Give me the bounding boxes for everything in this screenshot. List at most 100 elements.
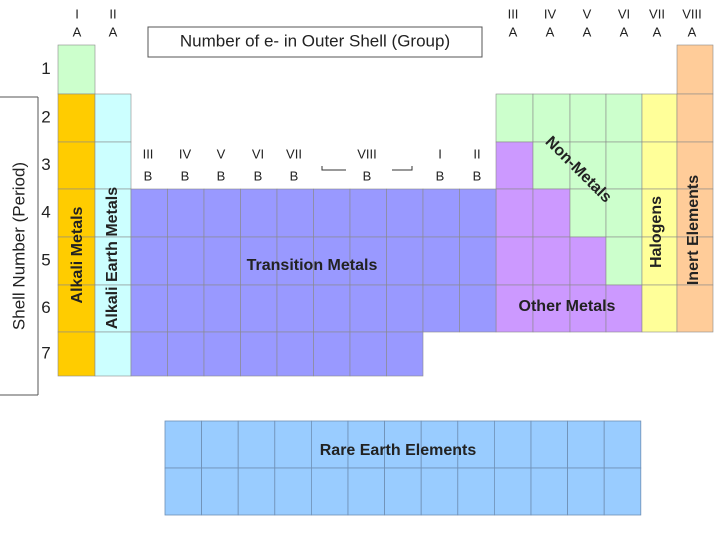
- cell: [641, 93, 678, 143]
- group-letter: B: [181, 168, 190, 183]
- period-number: 6: [41, 298, 50, 317]
- cell: [167, 284, 205, 333]
- cell: [530, 420, 568, 469]
- group-letter: A: [583, 24, 592, 39]
- cell: [530, 467, 568, 516]
- cell: [237, 467, 276, 516]
- cell: [164, 467, 202, 516]
- cell: [422, 284, 460, 333]
- cell: [569, 236, 607, 286]
- cell: [313, 331, 351, 377]
- cell: [94, 141, 132, 190]
- cell: [167, 236, 205, 286]
- cell: [459, 188, 497, 238]
- cell: [130, 236, 168, 286]
- header-box: [147, 26, 483, 58]
- cell: [57, 331, 96, 377]
- cell: [130, 284, 168, 333]
- cell: [240, 331, 278, 377]
- cell: [495, 93, 534, 143]
- group-letter: B: [363, 168, 372, 183]
- cell: [676, 284, 714, 333]
- cell: [94, 188, 132, 238]
- cell: [384, 420, 422, 469]
- cell: [605, 236, 643, 286]
- group-numeral: VI: [252, 146, 264, 161]
- cell: [203, 284, 241, 333]
- group-letter: A: [620, 24, 629, 39]
- cell: [641, 236, 678, 286]
- group-numeral: VII: [286, 146, 302, 161]
- cell: [422, 236, 460, 286]
- cell: [569, 141, 607, 190]
- group-letter: A: [509, 24, 518, 39]
- cell: [276, 236, 314, 286]
- cell: [493, 420, 532, 469]
- cell: [532, 188, 571, 238]
- cell: [569, 188, 607, 238]
- cell: [532, 141, 571, 190]
- cell: [495, 236, 534, 286]
- period-number: 7: [41, 343, 50, 362]
- cell: [495, 141, 534, 190]
- region-label: Alkali Metals: [69, 206, 86, 303]
- cell: [676, 141, 714, 190]
- cell: [532, 236, 571, 286]
- region-label: Transition Metals: [247, 257, 378, 274]
- cell: [201, 467, 239, 516]
- group-letter: B: [290, 168, 299, 183]
- period-number: 2: [41, 107, 50, 126]
- cell: [386, 331, 424, 377]
- cell: [603, 467, 642, 516]
- region-label: Halogens: [648, 196, 665, 268]
- region-label: Rare Earth Elements: [320, 442, 477, 459]
- group-numeral: V: [583, 6, 592, 21]
- cell: [569, 284, 607, 333]
- group-numeral: I: [438, 146, 442, 161]
- cell: [386, 284, 424, 333]
- cell: [203, 331, 241, 377]
- cell: [310, 467, 349, 516]
- group-letter: A: [73, 24, 82, 39]
- cell: [459, 284, 497, 333]
- group-letter: A: [653, 24, 662, 39]
- cell: [237, 420, 276, 469]
- cell: [641, 188, 678, 238]
- cell: [276, 331, 314, 377]
- cell: [240, 284, 278, 333]
- period-number: 4: [41, 202, 50, 221]
- cell: [603, 420, 642, 469]
- cell: [676, 236, 714, 286]
- cell: [201, 420, 239, 469]
- cell: [94, 331, 132, 377]
- cell: [386, 236, 424, 286]
- group-numeral: IV: [179, 146, 192, 161]
- cell: [94, 284, 132, 333]
- group-letter: A: [688, 24, 697, 39]
- cell: [384, 467, 422, 516]
- group-numeral: I: [75, 6, 79, 21]
- cell: [349, 284, 387, 333]
- group-numeral: VIII: [682, 6, 702, 21]
- period-number: 3: [41, 155, 50, 174]
- cell: [310, 420, 349, 469]
- cell: [422, 188, 460, 238]
- group-letter: B: [436, 168, 445, 183]
- cell: [130, 331, 168, 377]
- cell: [641, 284, 678, 333]
- cell: [349, 188, 387, 238]
- region-label: Inert Elements: [685, 175, 702, 285]
- cell: [493, 467, 532, 516]
- cell: [567, 467, 605, 516]
- cell: [57, 44, 96, 95]
- cell: [457, 420, 495, 469]
- cell: [532, 93, 571, 143]
- group-letter: B: [473, 168, 482, 183]
- cell: [676, 44, 714, 95]
- cell: [167, 331, 205, 377]
- viii-bracket: [321, 166, 413, 171]
- group-letter: B: [217, 168, 226, 183]
- group-letter: B: [144, 168, 153, 183]
- period-number: 5: [41, 250, 50, 269]
